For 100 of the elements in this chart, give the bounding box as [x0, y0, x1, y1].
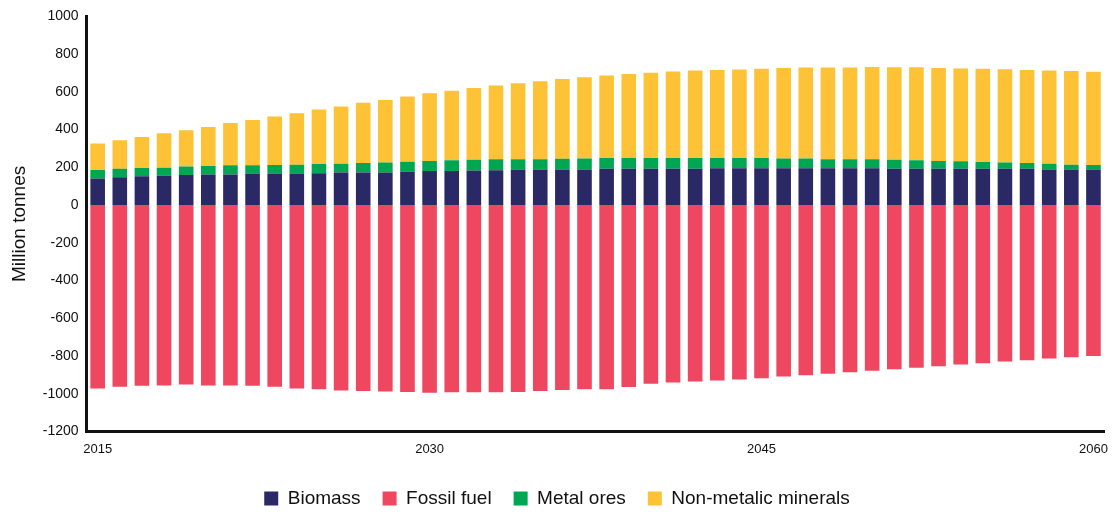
bar: [267, 205, 282, 387]
bar: [820, 205, 836, 374]
bar: [422, 93, 437, 162]
bar: [909, 67, 924, 161]
bar: [599, 168, 614, 206]
bar: [643, 168, 659, 206]
bar: [444, 160, 460, 172]
y-tick-label: -1200: [42, 422, 79, 439]
bar: [621, 205, 637, 388]
bar: [422, 171, 437, 206]
bar: [488, 85, 504, 160]
bar: [333, 205, 349, 391]
x-tick-label: 2045: [747, 440, 776, 456]
bar: [555, 158, 570, 170]
bar: [510, 169, 526, 206]
bar: [422, 205, 437, 393]
bar: [931, 205, 946, 367]
bar: [909, 160, 924, 169]
bar: [245, 165, 260, 174]
bar: [864, 66, 880, 160]
bar: [842, 168, 858, 206]
bar: [178, 175, 194, 206]
bar: [267, 165, 282, 174]
bar: [201, 165, 216, 175]
bar: [355, 172, 371, 206]
bar: [886, 159, 902, 169]
bar: [400, 161, 415, 172]
bar: [886, 205, 902, 370]
bar: [599, 158, 614, 169]
bar: [820, 168, 836, 206]
bar: [112, 177, 128, 206]
bar: [378, 205, 393, 392]
bar: [1086, 205, 1101, 356]
bar: [245, 119, 260, 166]
bar: [466, 159, 482, 171]
bar: [643, 205, 659, 384]
bar: [245, 205, 260, 386]
bar: [289, 205, 305, 389]
bar: [975, 68, 991, 163]
bar: [444, 90, 460, 161]
bar: [532, 205, 548, 392]
bar: [997, 205, 1013, 362]
bar: [577, 169, 592, 206]
legend-label: Biomass: [287, 486, 361, 508]
bar: [134, 176, 150, 206]
bar: [223, 122, 238, 166]
bar: [975, 168, 991, 206]
bar: [909, 205, 924, 368]
bar: [665, 71, 681, 159]
bar: [289, 113, 305, 165]
bar: [90, 143, 105, 170]
bar: [178, 130, 194, 167]
bar: [776, 205, 791, 377]
bar: [1041, 205, 1057, 359]
bar: [1064, 71, 1079, 165]
bar: [599, 75, 614, 159]
bar: [466, 170, 482, 206]
bar: [643, 158, 659, 169]
bar: [975, 162, 991, 169]
bar: [355, 205, 371, 392]
bar: [842, 205, 858, 373]
bar: [510, 205, 526, 392]
y-tick-label: 400: [55, 120, 79, 137]
bar: [621, 168, 637, 206]
bar: [975, 205, 991, 364]
bar: [1041, 169, 1057, 206]
legend-label: Metal ores: [537, 486, 626, 508]
bar: [709, 205, 725, 381]
bar: [709, 158, 725, 169]
bar: [709, 168, 725, 206]
bar: [1064, 164, 1079, 170]
x-tick-label: 2030: [415, 440, 445, 456]
bar: [931, 67, 946, 162]
bar: [90, 169, 105, 179]
bar: [842, 67, 858, 160]
bar: [289, 173, 305, 206]
bar: [665, 205, 681, 383]
bar: [488, 205, 504, 393]
bar: [665, 158, 681, 169]
bar: [532, 81, 548, 160]
bar: [400, 205, 415, 392]
bar: [1019, 69, 1035, 163]
bar: [112, 140, 128, 169]
bar: [643, 72, 659, 159]
bar: [378, 172, 393, 206]
bar: [378, 99, 393, 163]
x-tick-label: 2060: [1078, 440, 1108, 456]
bar: [555, 205, 570, 391]
y-tick-label: -1000: [42, 384, 79, 401]
bar: [466, 205, 482, 393]
bar: [289, 164, 305, 174]
bar: [1086, 165, 1101, 170]
bar: [311, 163, 327, 174]
bar: [709, 69, 725, 159]
bar: [909, 168, 924, 206]
bar: [267, 173, 282, 206]
y-tick-label: 1000: [47, 7, 79, 24]
bar: [134, 205, 150, 386]
bar: [90, 178, 105, 206]
bar: [223, 174, 238, 206]
